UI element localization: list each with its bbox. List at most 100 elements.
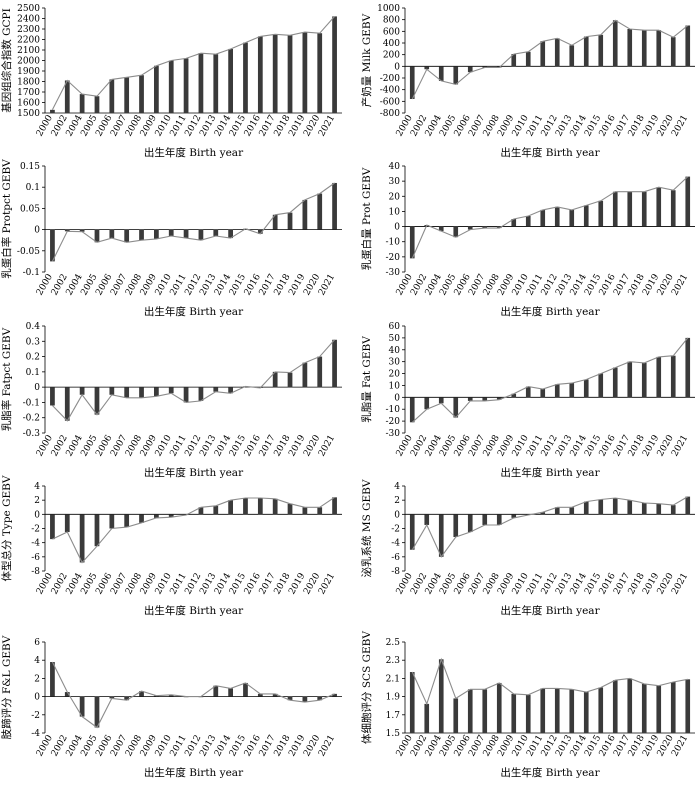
trend-line (52, 496, 335, 564)
bar (317, 507, 323, 515)
bar (124, 696, 130, 701)
bar (656, 503, 662, 515)
y-tick-label: -6 (31, 553, 40, 563)
bar (153, 387, 159, 397)
y-tick-label: 2000 (17, 57, 40, 67)
bar (467, 689, 473, 733)
bar (467, 397, 473, 401)
y-tick-label: 0 (34, 510, 40, 520)
chart-panel: -0.1-0.0500.050.10.152000200220042005200… (0, 159, 342, 318)
bar (685, 25, 691, 67)
bar (213, 505, 219, 515)
chart-panel: -0.3-0.2-0.100.10.20.30.4200020022004200… (0, 322, 342, 479)
bar (525, 215, 531, 227)
y-axis-title: 泌乳系统 MS GEBV (360, 479, 373, 577)
y-tick-label: 0.15 (20, 162, 40, 172)
bar (409, 66, 415, 99)
bar (627, 191, 633, 227)
y-tick-label: 2.5 (386, 638, 401, 648)
bar (598, 499, 604, 515)
bar (213, 54, 219, 113)
y-tick-label: -20 (386, 417, 401, 427)
bar (332, 16, 337, 113)
bar (525, 694, 531, 733)
y-tick-label: 4 (34, 482, 40, 492)
bar (213, 229, 219, 236)
y-tick-label: 600 (383, 27, 400, 37)
y-tick-label: -200 (380, 74, 400, 84)
trend-line (411, 337, 689, 423)
y-tick-label: 10 (389, 381, 401, 391)
bar (482, 689, 488, 733)
y-tick-label: 2.1 (386, 674, 400, 684)
chart-panel: 1.51.71.92.12.32.52000200220042005200620… (360, 631, 695, 779)
bar (332, 693, 337, 697)
bar (569, 507, 575, 515)
y-tick-label: 1500 (17, 109, 40, 119)
y-tick-label: 2400 (17, 15, 40, 25)
y-tick-label: 1900 (17, 67, 40, 77)
bar (554, 38, 560, 67)
x-axis-title: 出生年度 Birth year (144, 305, 244, 318)
bar (583, 379, 589, 398)
bar (598, 687, 604, 733)
bar (228, 48, 234, 114)
bar (64, 80, 70, 113)
trend-line (411, 19, 689, 100)
y-tick-label: 40 (389, 346, 401, 356)
bar (685, 679, 691, 733)
bar (670, 355, 676, 398)
chart-panel: 1500160017001800190020002100220023002400… (0, 4, 342, 159)
y-tick-label: 1000 (377, 4, 400, 14)
bar (302, 696, 308, 703)
bar (317, 696, 323, 701)
y-tick-label: -4 (31, 729, 40, 739)
y-tick-label: 2 (394, 496, 400, 506)
y-tick-label: -0.2 (23, 414, 40, 424)
y-tick-label: 1700 (17, 88, 40, 98)
bar (198, 387, 204, 401)
bar (198, 53, 204, 113)
bar (569, 383, 575, 398)
bar (109, 387, 115, 395)
bar (627, 678, 633, 733)
bar (540, 688, 546, 733)
bar (612, 680, 618, 733)
bar (540, 41, 546, 67)
bar (272, 693, 278, 697)
bar (453, 698, 459, 733)
bar (272, 371, 278, 388)
y-axis-title: 体型总分 Type GEBV (0, 475, 13, 581)
bar (554, 507, 560, 515)
bar (656, 356, 662, 398)
bar (540, 389, 546, 398)
bar (685, 337, 691, 398)
y-tick-label: 30 (389, 177, 401, 187)
chart-panel: -4-2024620002002200420052006200720082009… (0, 635, 342, 779)
y-tick-label: -8 (31, 567, 40, 577)
bar (109, 229, 115, 239)
y-tick-label: -2 (31, 711, 40, 721)
bar (109, 79, 115, 113)
trend-line (52, 339, 336, 422)
chart-panels: 1500160017001800190020002100220023002400… (0, 4, 695, 779)
bar (168, 387, 174, 394)
bar (554, 384, 560, 398)
bar (139, 387, 144, 398)
bar (409, 226, 415, 259)
x-axis-title: 出生年度 Birth year (144, 766, 244, 779)
bar (302, 362, 308, 388)
bar (482, 397, 488, 401)
bar (183, 229, 189, 239)
bar (554, 688, 560, 733)
y-tick-label: -2 (31, 525, 40, 535)
y-axis-title: 乳脂率 Fatpct GEBV (0, 327, 13, 431)
bar (79, 229, 85, 232)
y-tick-label: 1800 (17, 78, 40, 88)
bar (124, 77, 130, 113)
y-tick-label: 0.4 (26, 322, 41, 332)
y-tick-label: -0.1 (23, 398, 40, 408)
bar (554, 206, 560, 227)
bar (94, 514, 100, 547)
y-tick-label: 0 (394, 223, 400, 233)
